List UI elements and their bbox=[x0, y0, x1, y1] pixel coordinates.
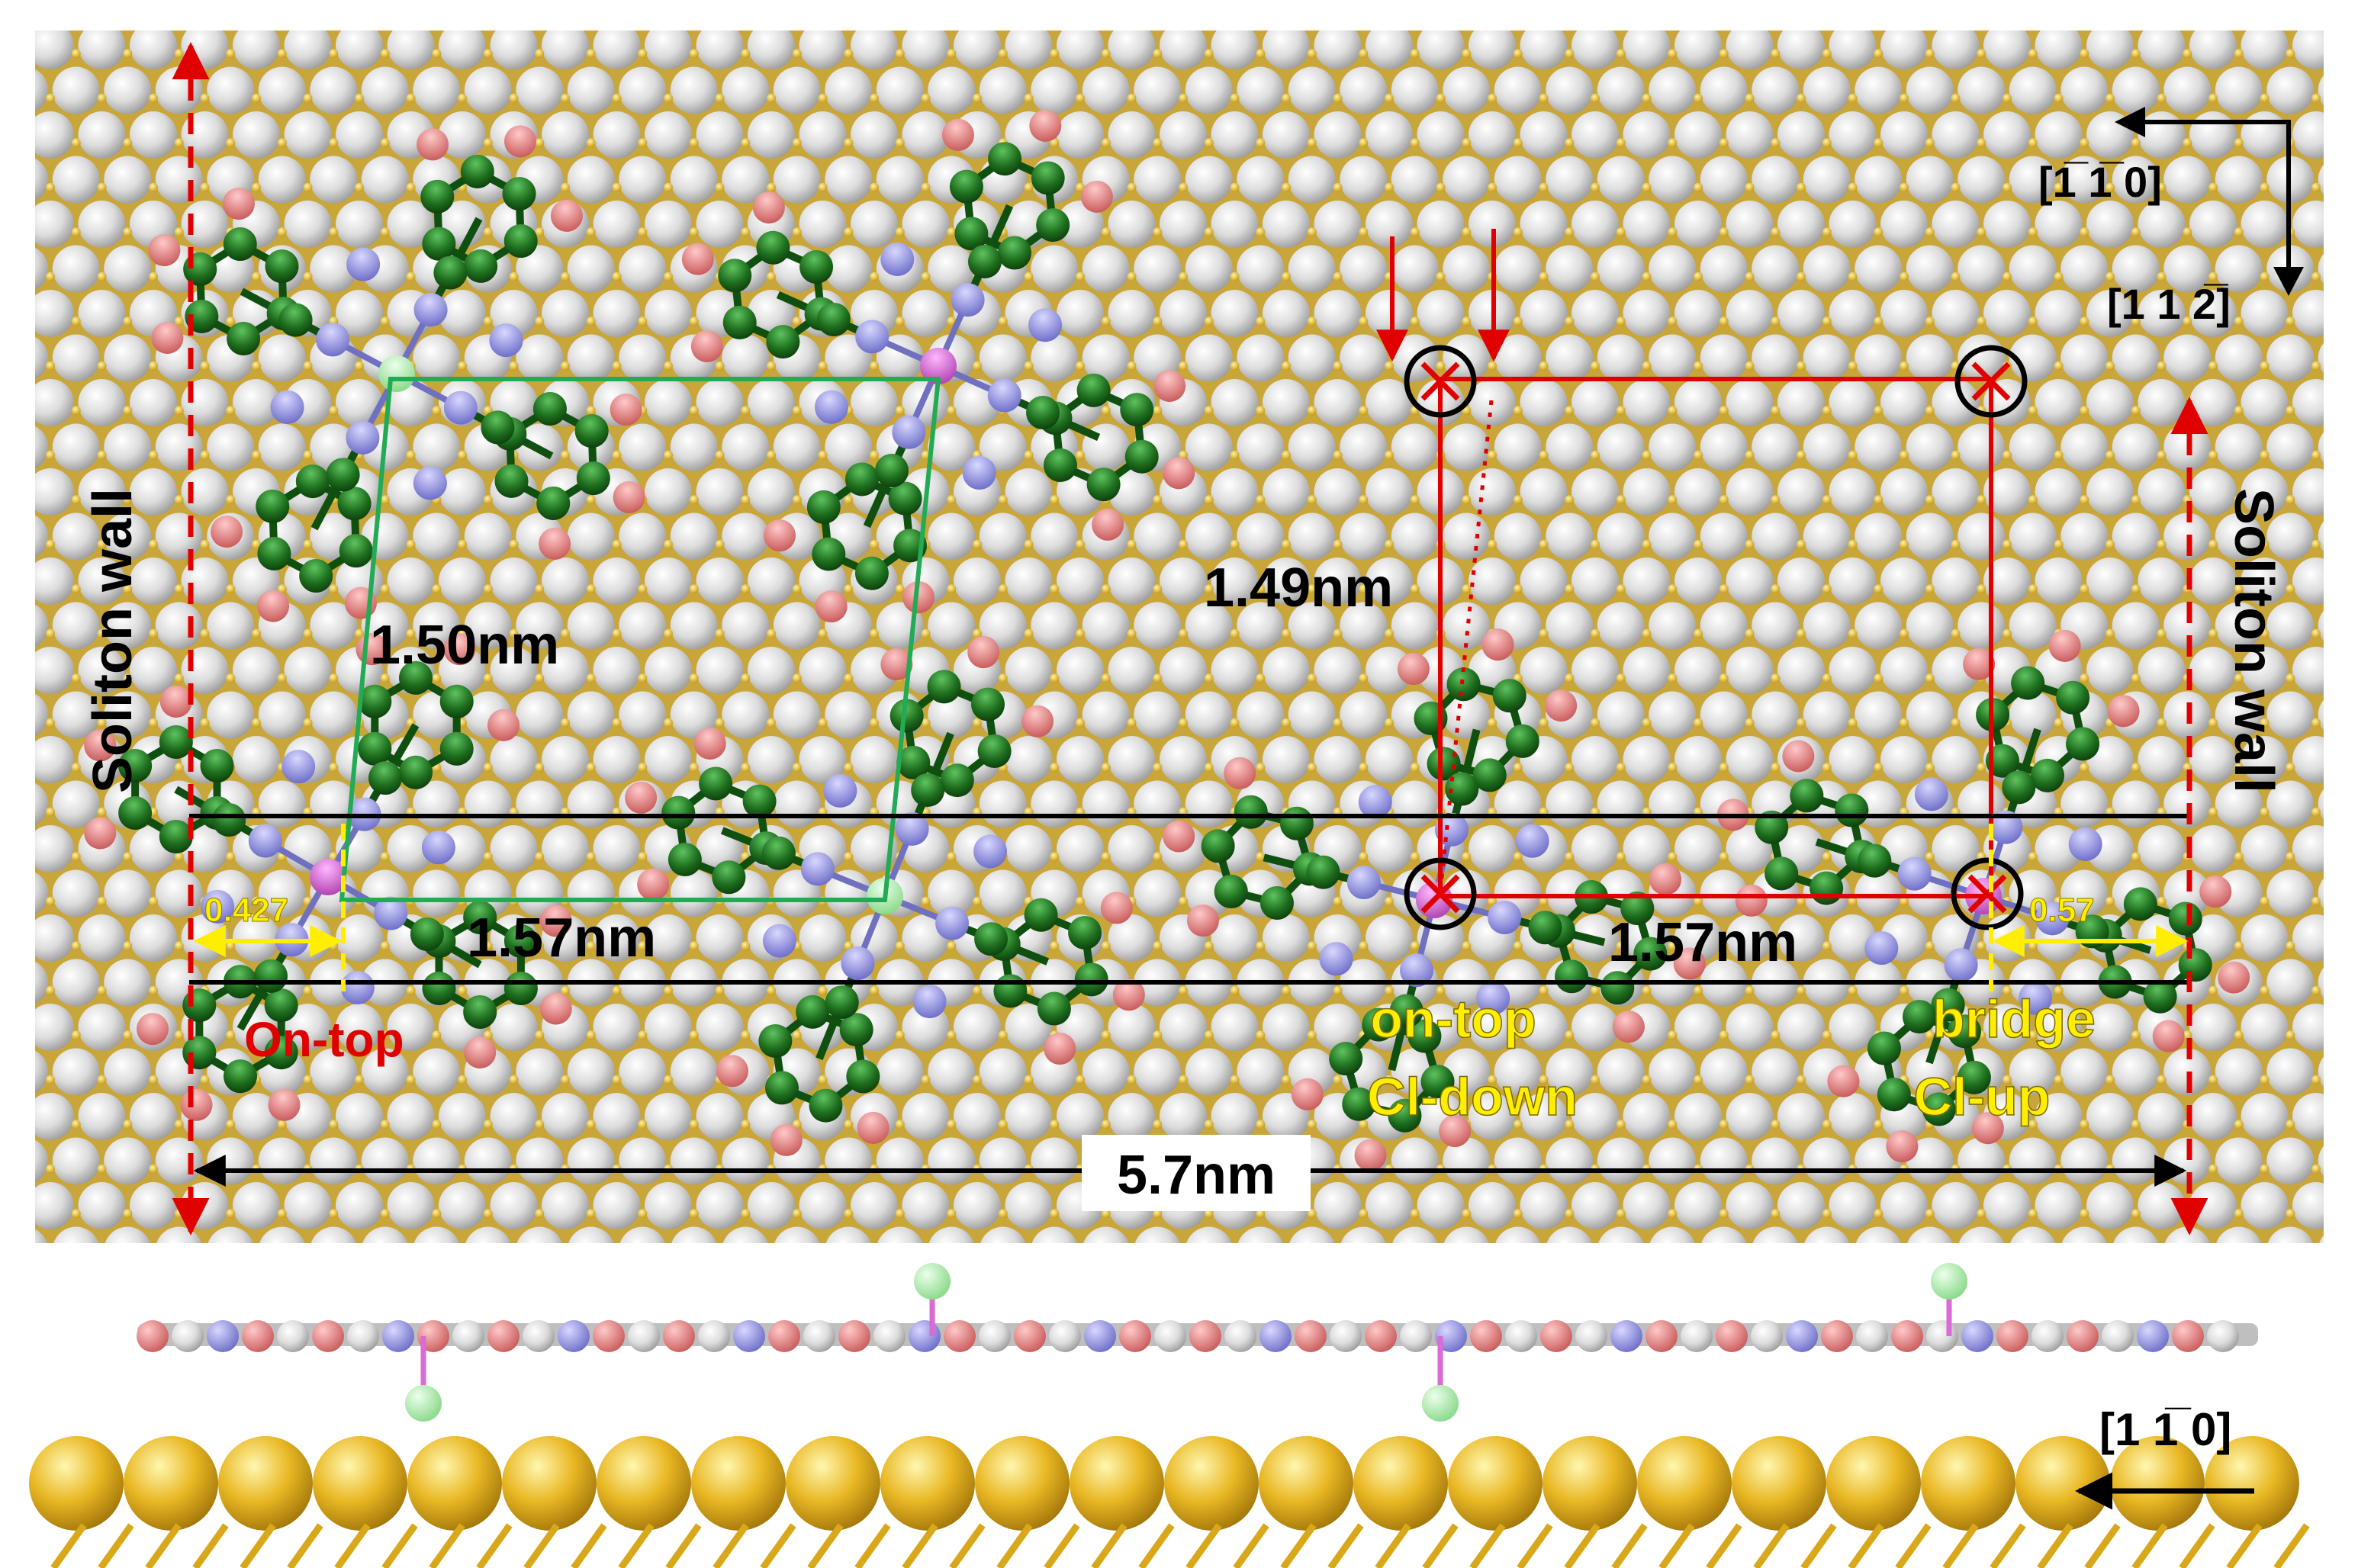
site-label-on-top-cl-down-1: on-top bbox=[1370, 989, 1536, 1049]
crystal-axes-indicator bbox=[2115, 107, 2304, 296]
site-label-on-top-cl-down-2: Cl-down bbox=[1367, 1067, 1578, 1126]
direction-label-110-bottom: [1 1̅ 0] bbox=[2099, 1404, 2231, 1455]
distance-label-150: 1.50nm bbox=[370, 615, 559, 676]
soliton-wall-label-right: Soliton wall bbox=[2223, 488, 2284, 793]
period-label: 5.7nm bbox=[1117, 1145, 1276, 1206]
green-unit-cell bbox=[339, 377, 941, 902]
site-label-on-top: On-top bbox=[244, 1012, 404, 1067]
distance-label-149: 1.49nm bbox=[1204, 557, 1393, 619]
distance-label-157-right: 1.57nm bbox=[1608, 912, 1797, 973]
soliton-wall-label-left: Soliton wall bbox=[82, 488, 143, 793]
distance-label-157-left: 1.57nm bbox=[467, 908, 656, 969]
site-label-bridge-2: Cl-up bbox=[1914, 1067, 2051, 1126]
offset-label-0427: 0.427 bbox=[204, 892, 288, 929]
offset-label-057: 0.57 bbox=[2029, 892, 2095, 929]
direction-label-112: [1 1 2̅] bbox=[2107, 280, 2231, 328]
direction-label-110-top: [1̅ 1̅ 0] bbox=[2038, 158, 2162, 206]
red-unit-cell bbox=[1376, 229, 1993, 898]
molecule-layer bbox=[84, 109, 2250, 1171]
side-view bbox=[29, 1263, 2310, 1568]
site-label-bridge-1: bridge bbox=[1932, 989, 2096, 1049]
period-label-box bbox=[1082, 1135, 1311, 1211]
site-markers bbox=[1404, 345, 2028, 930]
